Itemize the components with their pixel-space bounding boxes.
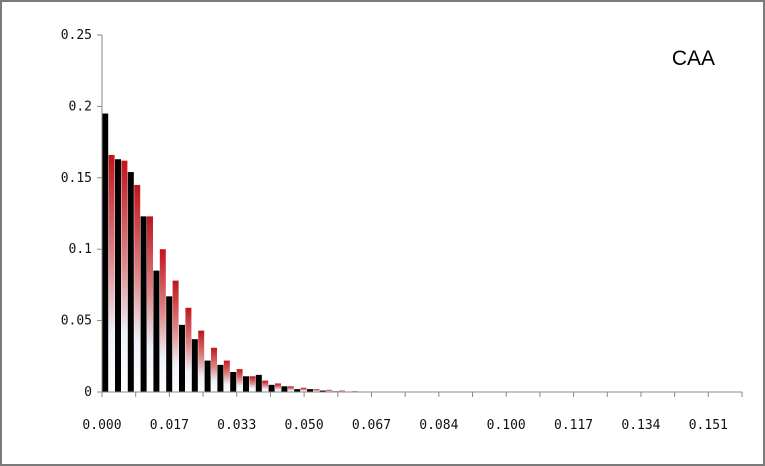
bar-series2-bin-5	[172, 280, 179, 392]
x-tick-label: 0.117	[554, 418, 593, 433]
bar-series2-bin-15	[300, 387, 307, 392]
bar-series2-bin-7	[198, 330, 205, 392]
x-tick-label: 0.067	[352, 418, 391, 433]
bar-series1-bin-12	[255, 374, 262, 392]
y-tick-label: 0.05	[61, 314, 92, 329]
bar-series2-bin-8	[211, 347, 217, 392]
bar-series1-bin-4	[153, 270, 160, 392]
x-tick-label: 0.033	[217, 418, 256, 433]
x-tick-label: 0.134	[621, 418, 660, 433]
bar-series2-bin-13	[275, 383, 281, 392]
bar-series1-bin-13	[268, 384, 275, 392]
bar-series2-bin-12	[262, 380, 269, 392]
bar-series1-bin-7	[191, 339, 198, 392]
bar-series1-bin-6	[179, 324, 185, 392]
y-tick-label: 0.15	[61, 171, 92, 186]
x-tick-label: 0.100	[487, 418, 526, 433]
bar-series1-bin-10	[230, 372, 237, 392]
bar-series1-bin-8	[204, 360, 211, 392]
bar-series2-bin-18	[339, 390, 345, 392]
bar-series2-bin-9	[223, 360, 230, 392]
bar-series1-bin-5	[166, 296, 173, 392]
bar-series2-bin-1	[121, 160, 128, 392]
bar-series1-bin-9	[217, 364, 224, 392]
y-tick-label: 0.2	[69, 99, 92, 114]
y-tick-label: 0.25	[61, 28, 92, 43]
bar-series1-bin-2	[127, 172, 134, 392]
bar-series1-bin-17	[319, 390, 326, 392]
y-tick-label: 0	[84, 385, 92, 400]
bar-series2-bin-11	[249, 376, 256, 392]
bar-series2-bin-2	[134, 184, 141, 392]
bar-series2-bin-14	[287, 386, 294, 392]
bar-series2-bin-3	[147, 216, 153, 392]
bar-series2-bin-10	[236, 369, 243, 392]
bar-series1-bin-3	[140, 216, 147, 392]
x-tick-label: 0.017	[150, 418, 189, 433]
bar-group	[102, 113, 358, 392]
bar-series2-bin-6	[185, 307, 192, 392]
bar-series2-bin-4	[159, 249, 166, 392]
bar-series1-bin-1	[115, 159, 121, 392]
bar-series2-bin-17	[326, 389, 333, 392]
x-tick-label: 0.050	[285, 418, 324, 433]
bar-series1-bin-0	[102, 113, 109, 392]
axes: 0 0.05 0.1 0.15 0.2 0.25 0.000 0.017 0.033 0.050 0…	[61, 28, 743, 433]
x-tick-label: 0.084	[419, 418, 458, 433]
bar-series1-bin-14	[281, 386, 288, 392]
bar-series1-bin-16	[307, 389, 313, 392]
bar-series2-bin-16	[313, 389, 320, 392]
bar-series1-bin-15	[294, 389, 301, 392]
series-annotation: CAA	[672, 47, 715, 70]
y-tick-label: 0.1	[69, 242, 92, 257]
x-tick-label: 0.151	[689, 418, 728, 433]
x-tick-label: 0.000	[82, 418, 121, 433]
bar-series2-bin-0	[108, 154, 115, 392]
bar-series1-bin-11	[243, 376, 249, 392]
